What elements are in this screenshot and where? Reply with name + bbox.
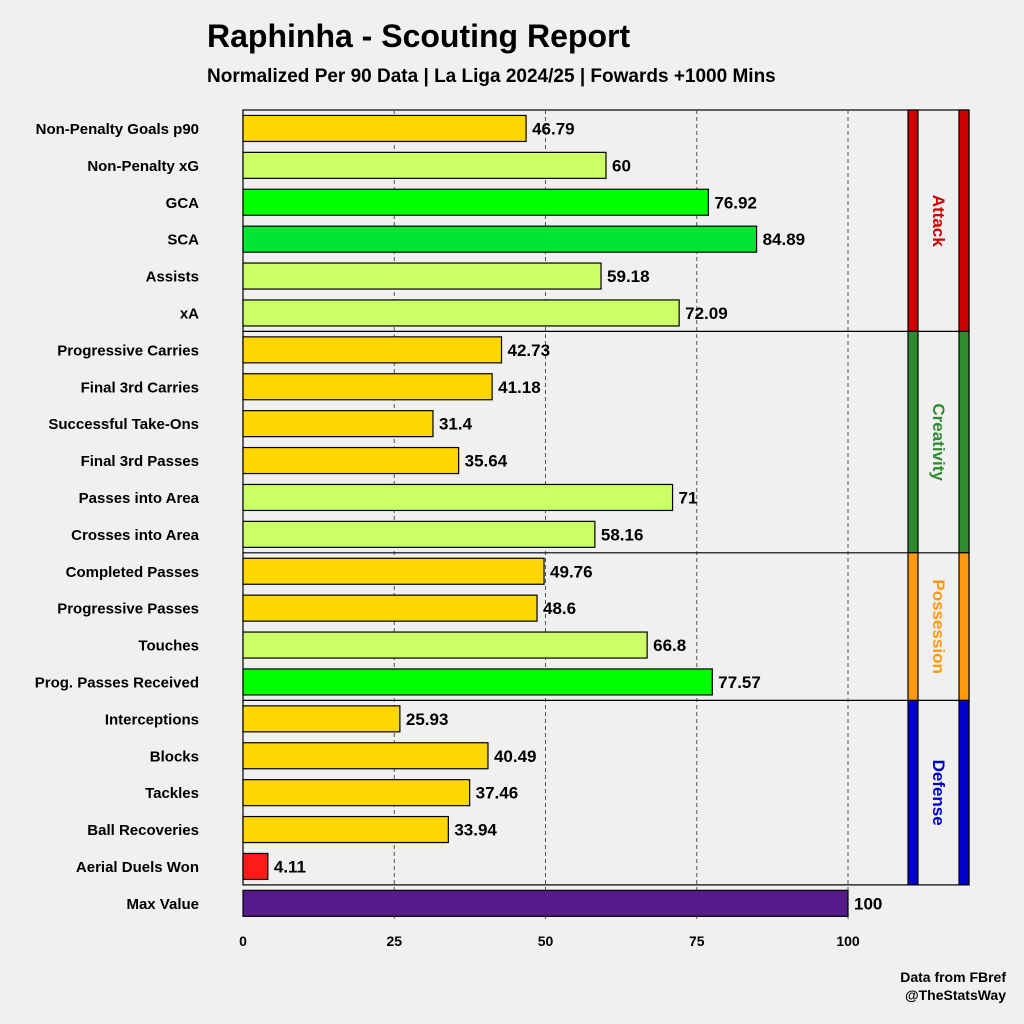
group-strip-left [907,699,919,886]
group-strip-right [958,552,970,701]
bar [242,779,471,807]
group-label: Creativity [929,403,948,481]
value-label: 71 [679,488,698,507]
group-strip-right [958,330,970,554]
group-label: Attack [929,195,948,248]
category-label: Ball Recoveries [87,822,199,839]
bar [242,114,527,143]
groups-layer: Attack Creativity Possession Defense [907,109,970,886]
group-strip-right [958,109,970,332]
category-label: Tackles [145,785,199,802]
x-tick-label: 0 [239,933,247,949]
category-label: Aerial Duels Won [76,859,199,876]
x-tick-label: 25 [386,933,402,949]
category-label: Progressive Carries [57,342,199,359]
axis-layer: Non-Penalty Goals p90 46.79 Non-Penalty xG… [35,119,883,949]
bar [242,668,713,696]
value-label: 84.89 [763,230,806,249]
value-label: 77.57 [718,673,761,692]
value-label: 31.4 [439,415,473,434]
bar [242,225,758,253]
category-label: Non-Penalty Goals p90 [36,121,199,138]
value-label: 40.49 [494,747,537,766]
bar [242,815,449,844]
bar [242,188,709,216]
credit: Data from FBref @TheStatsWay [900,968,1006,1004]
value-label: 72.09 [685,304,728,323]
category-label: Crosses into Area [71,527,199,544]
x-tick-label: 75 [689,933,705,949]
bar [242,557,545,585]
category-label: SCA [167,232,199,249]
x-tick-label: 100 [836,933,860,949]
category-label: GCA [166,195,200,212]
category-label: Interceptions [105,711,199,728]
category-label: Progressive Passes [57,601,199,618]
category-label: Touches [138,638,199,655]
value-label: 60 [612,156,631,175]
group-strip-left [907,109,919,332]
category-label: Prog. Passes Received [35,674,199,691]
bars-layer [242,114,849,917]
bar [242,410,434,438]
chart-title: Raphinha - Scouting Report [207,18,631,54]
bar [242,373,493,401]
value-label: 66.8 [653,636,686,655]
bar [242,852,269,881]
bar [242,889,849,917]
category-label: Successful Take-Ons [48,416,199,433]
value-label: 59.18 [607,267,650,286]
bar [242,299,680,327]
value-label: 58.16 [601,525,644,544]
group-label: Defense [929,760,948,826]
value-label: 48.6 [543,599,576,618]
value-label: 41.18 [498,378,541,397]
bar [242,594,538,622]
bar [242,631,648,659]
bar [242,520,596,548]
x-tick-label: 50 [538,933,554,949]
value-label: 33.94 [454,821,497,840]
category-label: Non-Penalty xG [87,158,199,175]
bar [242,262,602,290]
bar [242,446,460,475]
value-label: 42.73 [508,341,551,360]
category-label: Final 3rd Passes [81,453,199,470]
chart-subtitle: Normalized Per 90 Data | La Liga 2024/25… [207,66,776,87]
credit-source: Data from FBref [900,969,1006,985]
credit-handle: @TheStatsWay [904,987,1006,1003]
category-label: xA [180,305,199,322]
value-label: 46.79 [532,119,575,138]
value-label: 4.11 [274,857,306,876]
group-strip-right [958,699,970,886]
value-label: 37.46 [476,784,519,803]
bar [242,705,401,733]
category-label: Completed Passes [66,564,199,581]
group-label: Possession [929,579,948,674]
bar [242,151,607,179]
group-strip-left [907,330,919,554]
bar [242,742,489,770]
bar [242,336,503,364]
category-label: Assists [146,269,199,286]
value-label: 25.93 [406,710,449,729]
value-label: 49.76 [550,562,593,581]
category-label: Max Value [126,896,199,913]
value-label: 100 [854,894,882,913]
group-strip-left [907,552,919,701]
category-label: Final 3rd Carries [81,379,199,396]
value-label: 35.64 [465,452,508,471]
bar [242,483,674,512]
category-label: Passes into Area [79,490,200,507]
value-label: 76.92 [714,193,757,212]
category-label: Blocks [150,748,199,765]
